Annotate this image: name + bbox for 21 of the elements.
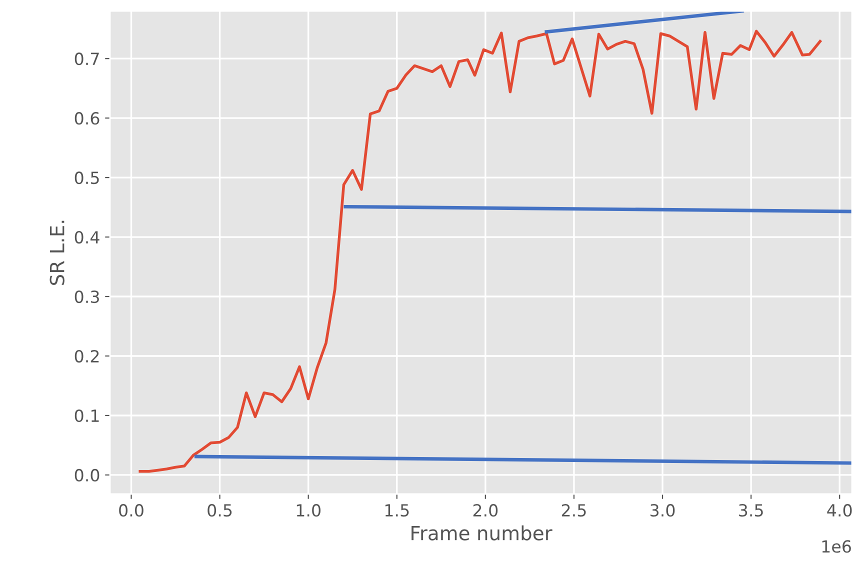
x-tick-label: 1.5 <box>385 504 409 517</box>
x-tick-label: 2.5 <box>562 504 586 517</box>
y-tick-label: 0.1 <box>74 409 99 422</box>
x-axis-title: Frame number <box>412 525 552 540</box>
y-tick-label: 0.7 <box>74 52 99 66</box>
x-tick-label: 1.0 <box>296 504 320 517</box>
x-tick-label: 3.5 <box>739 504 763 517</box>
x-tick-label: 0.0 <box>119 504 144 517</box>
y-tick-label: 0.3 <box>74 290 99 304</box>
x-tick-label: 3.0 <box>650 504 675 517</box>
y-tick-label: 0.4 <box>74 230 100 244</box>
x-tick-label: 2.0 <box>473 504 498 517</box>
x-tick-label: 4.0 <box>827 504 852 517</box>
line-series <box>138 30 822 473</box>
text: 1e6 <box>822 540 851 553</box>
y-tick-label: 0.0 <box>74 468 100 482</box>
y-tick-label: 0.6 <box>74 112 100 125</box>
x-tick-label: 0.5 <box>208 504 232 517</box>
y-tick-label: 0.2 <box>74 350 99 363</box>
y-tick-label: 0.5 <box>74 172 99 184</box>
y-axis-title: SR L.E. <box>50 220 64 285</box>
